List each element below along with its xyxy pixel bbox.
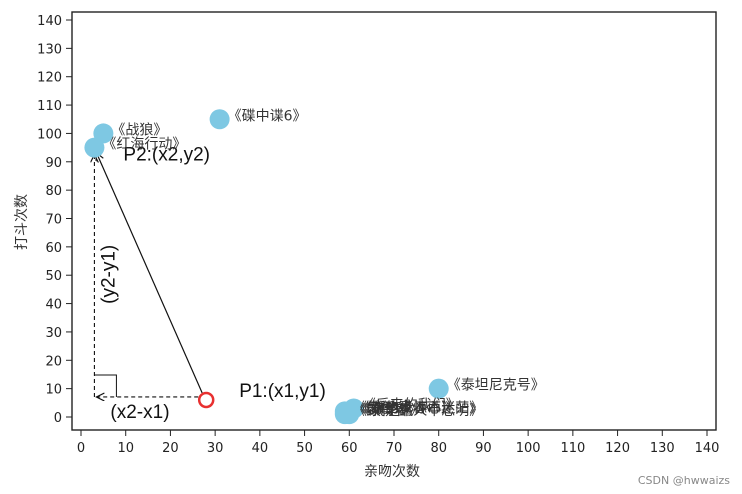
data-point-label: 《致青春》 (353, 403, 423, 419)
x-tick-label: 50 (296, 441, 313, 456)
x-tick-label: 60 (341, 441, 358, 456)
x-tick-label: 80 (430, 441, 447, 456)
x-tick-label: 10 (117, 441, 134, 456)
x-tick-label: 130 (650, 441, 675, 456)
data-point-label: 《谁的青春不迷茫》 (357, 400, 483, 416)
data-point (339, 404, 360, 425)
y-tick-label: 90 (45, 156, 62, 171)
x-tick-label: 20 (162, 441, 179, 456)
y-tick-label: 70 (45, 213, 62, 228)
data-point (84, 137, 105, 158)
data-point-label: 《前任3》 (353, 399, 418, 416)
annotation-layer: P1:(x1,y1) P2:(x2,y2) (x2-x1) (y2-y1) (94, 145, 326, 423)
y-tick-label: 40 (45, 298, 62, 313)
data-point-label: 《红海行动》 (102, 137, 186, 153)
y-tick-label: 80 (45, 184, 62, 199)
data-point-label: 《我是路人甲志明》 (357, 403, 483, 419)
x-tick-label: 120 (605, 441, 630, 456)
y-tick-label: 30 (45, 326, 62, 341)
data-points: 《战狼》《红海行动》 《碟中谍6》《泰坦尼克号》《前任3》《新步步惊心》《后来的我… (84, 108, 545, 425)
y-axis: 0 10 20 30 40 50 60 70 80 90 100 110 120 130 140 (37, 14, 72, 426)
y-axis-title: 打斗次数 (13, 194, 30, 250)
data-point (209, 109, 230, 130)
y-tick-label: 50 (45, 269, 62, 284)
data-point (428, 378, 449, 399)
plot-frame (71, 11, 717, 431)
distance-arrow (96, 153, 203, 394)
x-tick-label: 110 (560, 441, 585, 456)
y-tick-label: 60 (45, 241, 62, 256)
p1-label: P1:(x1,y1) (239, 381, 326, 402)
y-tick-label: 140 (37, 14, 62, 29)
x-tick-label: 40 (252, 441, 269, 456)
x-tick-label: 100 (516, 441, 541, 456)
y-tick-label: 130 (37, 42, 62, 57)
data-point-label: 《碟中谍6》 (228, 108, 307, 124)
x-tick-label: 0 (77, 441, 85, 456)
y-tick-label: 120 (37, 71, 62, 86)
y-tick-label: 0 (54, 411, 62, 426)
p2-label: P2:(x2,y2) (123, 145, 210, 166)
x-axis: 0 10 20 30 40 50 60 70 80 90 100 110 120 130 140 (77, 430, 720, 456)
y-tick-label: 20 (45, 354, 62, 369)
x-tick-label: 70 (386, 441, 403, 456)
dx-label: (x2-x1) (110, 402, 169, 423)
x-tick-label: 30 (207, 441, 224, 456)
y-tick-label: 100 (37, 127, 62, 142)
watermark: CSDN @hwwaizs (638, 474, 730, 487)
dy-label: (y2-y1) (98, 245, 119, 304)
y-tick-label: 10 (45, 383, 62, 398)
data-point-label: 《战狼》 (111, 122, 167, 138)
x-tick-label: 90 (475, 441, 492, 456)
right-angle-mark (94, 374, 117, 397)
x-tick-label: 140 (695, 441, 720, 456)
data-point-label: 《泰坦尼克号》 (447, 378, 545, 394)
data-point-label: 《新步步惊心》 (357, 400, 455, 416)
test-point (197, 391, 215, 409)
y-tick-label: 110 (37, 99, 62, 114)
data-point-label: 《后来的我们》 (362, 397, 460, 413)
x-axis-title: 亲吻次数 (364, 464, 420, 480)
